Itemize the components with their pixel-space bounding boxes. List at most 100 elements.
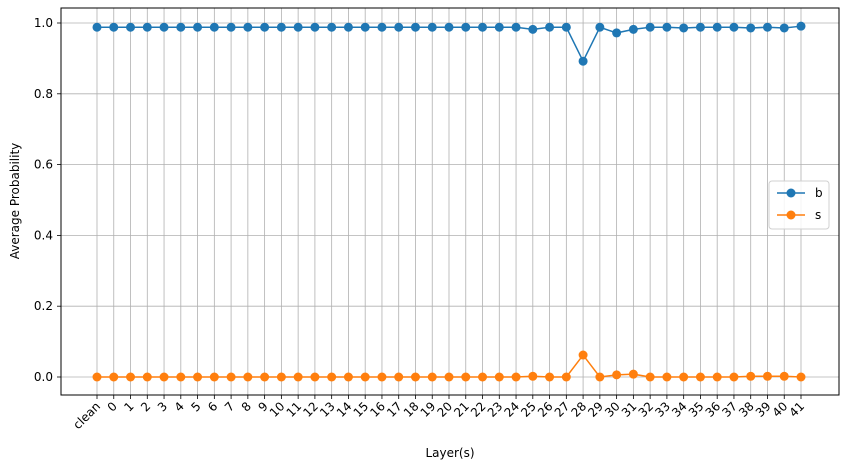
x-tick-label: 3	[155, 399, 170, 414]
x-tick-label: 2	[138, 399, 153, 414]
series-s-point	[276, 372, 286, 382]
series-b-point	[360, 22, 370, 32]
series-b-point	[92, 22, 102, 32]
series-s-point	[628, 369, 638, 379]
x-tick-label: 5	[188, 399, 203, 414]
series-s-point	[645, 372, 655, 382]
series-b-point	[226, 22, 236, 32]
series-b-point	[394, 22, 404, 32]
series-b-point	[260, 22, 270, 32]
series-s-point	[729, 372, 739, 382]
y-tick-label: 0.8	[34, 87, 53, 101]
series-s-point	[109, 372, 119, 382]
series-b-point	[561, 22, 571, 32]
series-b-point	[310, 22, 320, 32]
series-b-point	[578, 56, 588, 66]
series-s-point	[260, 372, 270, 382]
series-s-point	[159, 372, 169, 382]
series-b-point	[595, 22, 605, 32]
series-b-point	[478, 22, 488, 32]
series-s-point	[695, 372, 705, 382]
series-s-point	[561, 372, 571, 382]
series-b-point	[461, 22, 471, 32]
series-b-point	[209, 22, 219, 32]
plot-frame	[60, 7, 840, 396]
y-axis-label: Average Probability	[8, 143, 22, 260]
x-tick-label: 6	[205, 399, 220, 414]
series-s-point	[142, 372, 152, 382]
series-b	[92, 21, 806, 66]
x-tick-label: 0	[105, 399, 120, 414]
series-s-point	[595, 372, 605, 382]
series-s-point	[494, 372, 504, 382]
series-b-point	[327, 22, 337, 32]
series-b-point	[427, 22, 437, 32]
series-b-point	[142, 22, 152, 32]
y-tick-label: 0.4	[34, 228, 53, 242]
series-b-point	[729, 22, 739, 32]
series-s-point	[478, 372, 488, 382]
x-tick-label: 8	[239, 399, 254, 414]
series-s	[92, 350, 806, 382]
series-s-point	[461, 372, 471, 382]
series-b-point	[779, 23, 789, 33]
series-s-point	[209, 372, 219, 382]
series-s-point	[612, 370, 622, 380]
series-b-point	[511, 22, 521, 32]
series-b-point	[377, 22, 387, 32]
series-s-point	[511, 372, 521, 382]
series-s-point	[712, 372, 722, 382]
series-b-point	[645, 22, 655, 32]
series-b-point	[612, 28, 622, 38]
legend-label-s: s	[815, 208, 821, 222]
x-axis-label: Layer(s)	[425, 446, 474, 460]
series-s-point	[360, 372, 370, 382]
series-b-point	[126, 22, 136, 32]
legend: bs	[768, 180, 830, 230]
series-s-point	[444, 372, 454, 382]
y-tick-label: 0.6	[34, 158, 53, 172]
x-tick-label: clean	[70, 399, 103, 432]
series-s-point	[310, 372, 320, 382]
x-tick-label: 41	[786, 399, 807, 420]
series-s-point	[779, 371, 789, 381]
series-s-point	[762, 371, 772, 381]
series-b-point	[444, 22, 454, 32]
series-b-point	[628, 24, 638, 34]
series-b-point	[762, 22, 772, 32]
series-b-point	[545, 22, 555, 32]
series-b-point	[109, 22, 119, 32]
series-s-point	[394, 372, 404, 382]
series-b-point	[193, 22, 203, 32]
series-s-point	[427, 372, 437, 382]
x-tick-label: 7	[222, 399, 237, 414]
series-s-point	[226, 372, 236, 382]
series-s-point	[662, 372, 672, 382]
legend-label-b: b	[815, 186, 823, 200]
series-b-point	[528, 24, 538, 34]
series-b-point	[293, 22, 303, 32]
series-b-point	[410, 22, 420, 32]
series-b-point	[176, 22, 186, 32]
series-s-point	[126, 372, 136, 382]
series-s-point	[327, 372, 337, 382]
series-s-point	[193, 372, 203, 382]
y-tick-label: 0.2	[34, 299, 53, 313]
series-s-point	[176, 372, 186, 382]
series-s-point	[92, 372, 102, 382]
series-b-point	[494, 22, 504, 32]
series-b-point	[343, 22, 353, 32]
series-s-point	[293, 372, 303, 382]
series-b-point	[796, 21, 806, 31]
series-b-point	[243, 22, 253, 32]
series-s-point	[746, 371, 756, 381]
legend-swatch-marker	[786, 188, 796, 198]
y-tick-label: 0.0	[34, 370, 53, 384]
series-s-point	[796, 372, 806, 382]
series-s-point	[528, 371, 538, 381]
x-tick-label: 4	[172, 399, 187, 414]
series-b-point	[159, 22, 169, 32]
x-tick-label: 1	[121, 399, 136, 414]
